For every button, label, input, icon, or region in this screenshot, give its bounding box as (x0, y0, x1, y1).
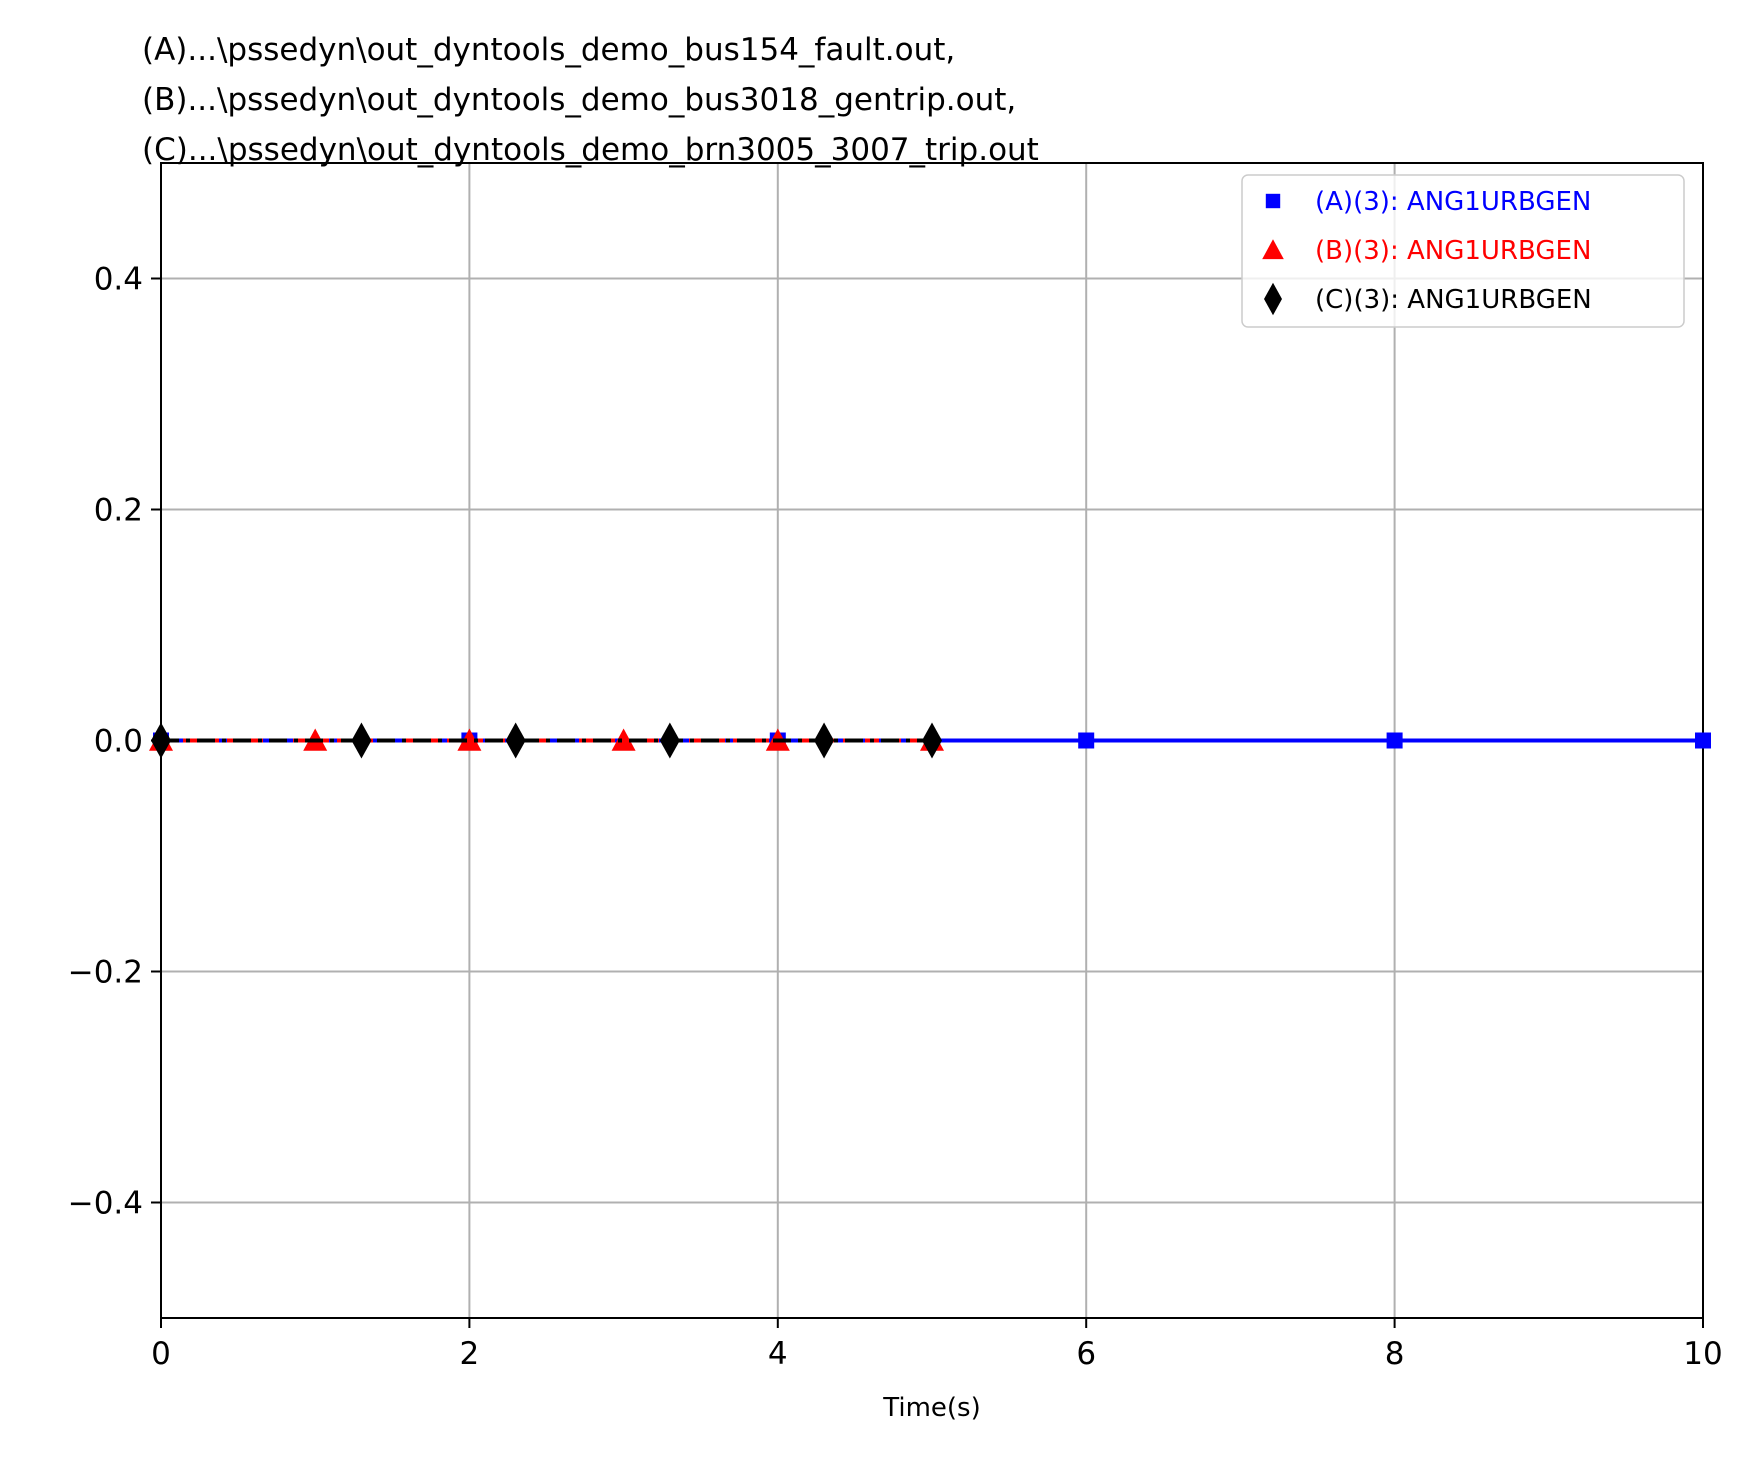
chart-title: (A)...\pssedyn\out_dyntools_demo_bus154_… (142, 32, 1039, 168)
x-tick-label: 0 (151, 1336, 171, 1372)
data-point-marker (611, 728, 636, 751)
data-point-marker (1078, 732, 1095, 749)
legend-box (1241, 174, 1685, 328)
legend-label: (C)(3): ANG1URBGEN (1315, 285, 1592, 315)
legend-entry: (B)(3): ANG1URBGEN (1262, 236, 1591, 266)
y-tick-label: 0.4 (94, 262, 143, 298)
x-tick-label: 8 (1385, 1336, 1405, 1372)
legend-label: (A)(3): ANG1URBGEN (1315, 187, 1591, 217)
legend: (A)(3): ANG1URBGEN (B)(3): ANG1URBGEN (C)(… (1241, 174, 1685, 328)
legend-label: (B)(3): ANG1URBGEN (1315, 236, 1591, 266)
title-line-a: (A)...\pssedyn\out_dyntools_demo_bus154_… (142, 32, 955, 68)
data-point-marker (351, 722, 372, 759)
data-point-marker (922, 722, 942, 759)
legend-entry: (C)(3): ANG1URBGEN (1264, 282, 1592, 316)
axis-ticks: 0 2 4 6 8 10 −0.4 −0.2 0.0 0.2 0.4 (68, 262, 1723, 1373)
legend-marker (1265, 193, 1281, 209)
y-tick-label: −0.4 (68, 1186, 143, 1222)
data-point-marker (1695, 732, 1711, 749)
data-point-marker (659, 722, 680, 759)
data-point-marker (1386, 732, 1403, 749)
title-line-b: (B)...\pssedyn\out_dyntools_demo_bus3018… (142, 82, 1016, 118)
x-tick-label: 4 (768, 1336, 788, 1372)
x-axis-label: Time(s) (882, 1393, 980, 1423)
data-point-marker (457, 728, 482, 751)
y-tick-label: −0.2 (68, 955, 143, 991)
plot-series (149, 722, 1711, 759)
y-tick-label: 0.0 (94, 724, 143, 760)
data-point-marker (814, 722, 835, 759)
series-c (151, 722, 942, 759)
x-tick-label: 2 (460, 1336, 480, 1372)
legend-marker (1262, 239, 1284, 260)
data-point-marker (505, 722, 526, 759)
y-tick-label: 0.2 (94, 493, 143, 529)
legend-entry: (A)(3): ANG1URBGEN (1265, 187, 1591, 217)
x-tick-label: 10 (1683, 1336, 1722, 1372)
x-tick-label: 6 (1076, 1336, 1096, 1372)
legend-marker (1264, 282, 1282, 316)
